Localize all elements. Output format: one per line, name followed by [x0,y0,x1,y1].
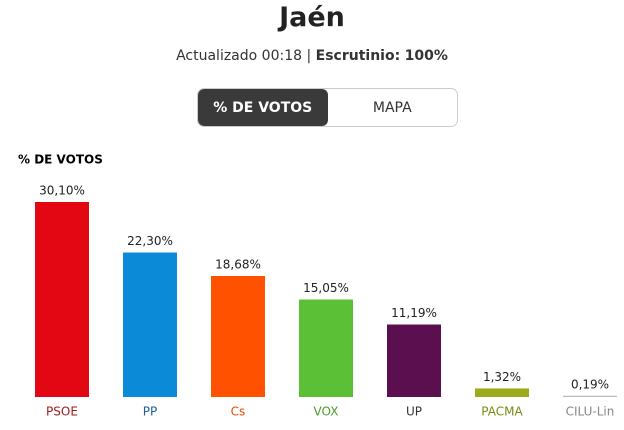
x-tick-label: PSOE [46,405,78,419]
tab-bar: % DE VOTOS MAPA [197,88,458,127]
bar [563,395,617,397]
value-label: 0,19% [571,377,609,391]
value-label: 18,68% [215,257,261,271]
title: Jaén [279,2,345,33]
x-tick-label: UP [406,405,422,419]
x-tick-label: PP [143,405,157,419]
updated: Actualizado 00:18 [176,48,303,64]
bar [299,299,353,397]
bar [123,252,177,397]
value-label: 15,05% [303,281,349,295]
scrutiny-value: 100% [404,48,448,64]
x-tick-label: Cs [231,405,246,419]
value-label: 1,32% [483,370,521,384]
tab[interactable]: MAPA [372,99,412,116]
separator: | [306,48,312,64]
bar [35,202,89,397]
x-tick-label: VOX [314,405,339,419]
tab[interactable]: % DE VOTOS [198,89,328,126]
bar [387,324,441,397]
scrutiny-label: Escrutinio: [315,48,401,64]
x-tick-label: PACMA [481,405,523,419]
bar [475,388,529,397]
x-tick-label: CILU-Lin [566,405,615,419]
value-label: 11,19% [391,306,437,320]
value-label: 30,10% [39,184,85,198]
y-label: % DE VOTOS [18,153,103,167]
value-label: 22,30% [127,234,173,248]
bar [211,275,265,397]
subtitle: Actualizado 00:18 | Escrutinio: 100% [0,48,624,64]
